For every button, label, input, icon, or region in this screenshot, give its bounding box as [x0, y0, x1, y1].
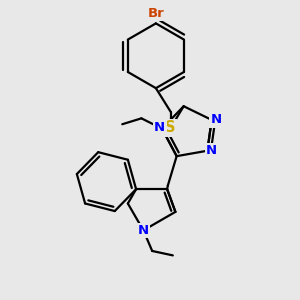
- Text: N: N: [211, 113, 222, 126]
- Text: N: N: [206, 144, 217, 157]
- Text: N: N: [138, 224, 149, 237]
- Text: S: S: [165, 120, 176, 135]
- Text: Br: Br: [148, 7, 164, 20]
- Text: N: N: [154, 121, 165, 134]
